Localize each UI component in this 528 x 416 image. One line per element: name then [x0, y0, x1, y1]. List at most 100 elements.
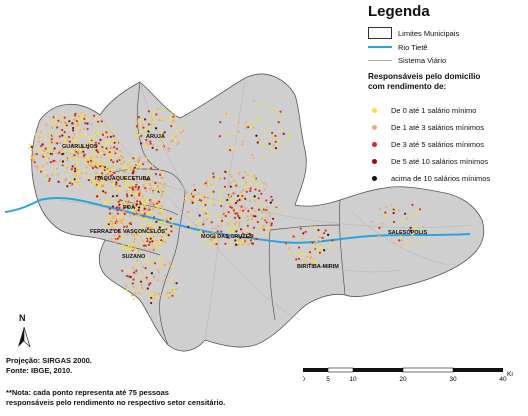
population-dot — [174, 282, 177, 285]
population-dot — [258, 138, 261, 141]
population-dot — [133, 218, 136, 221]
population-dot — [277, 111, 280, 115]
population-dot — [316, 246, 319, 249]
population-dot — [235, 120, 238, 123]
population-dot — [277, 139, 280, 142]
population-dot — [48, 177, 51, 180]
population-dot — [126, 193, 129, 196]
population-dot — [71, 143, 74, 146]
population-dot — [201, 202, 204, 205]
population-dot — [70, 151, 74, 154]
population-dot — [151, 146, 154, 149]
population-dot — [112, 161, 115, 164]
population-dot — [134, 168, 137, 171]
population-dot — [125, 190, 128, 193]
population-dot — [48, 179, 51, 182]
population-dot — [244, 121, 248, 124]
population-dot — [226, 236, 229, 239]
population-dot — [122, 244, 125, 247]
population-dot — [238, 216, 241, 219]
population-dot — [71, 165, 74, 168]
population-dot — [194, 200, 197, 203]
population-dot — [120, 155, 123, 158]
population-dot — [126, 198, 129, 202]
population-dot — [311, 241, 314, 244]
population-dot — [204, 203, 207, 207]
population-dot — [113, 177, 116, 180]
population-dot — [162, 238, 165, 241]
population-dot — [132, 289, 135, 292]
population-dot — [119, 237, 122, 240]
population-dot — [219, 189, 222, 192]
population-dot — [189, 196, 192, 199]
population-dot — [248, 235, 251, 239]
population-dot — [161, 205, 164, 208]
population-dot — [400, 239, 403, 242]
population-dot — [86, 122, 89, 125]
population-dot — [122, 165, 125, 168]
population-dot — [73, 149, 77, 152]
population-dot — [95, 116, 98, 119]
population-dot — [83, 168, 86, 171]
population-dot — [172, 136, 175, 140]
population-dot — [323, 232, 326, 235]
population-dot — [228, 194, 231, 197]
population-dot — [113, 201, 116, 204]
population-dot — [150, 177, 153, 180]
population-dot — [274, 140, 277, 143]
population-dot — [184, 197, 187, 200]
population-dot — [142, 178, 145, 181]
population-dot — [222, 201, 225, 204]
population-dot — [76, 161, 79, 164]
population-dot — [175, 288, 178, 291]
population-dot — [108, 215, 111, 218]
population-dot — [250, 125, 253, 128]
population-dot — [136, 180, 139, 184]
population-dot — [112, 137, 115, 140]
dot-swatch-icon — [372, 175, 377, 181]
population-dot — [121, 269, 124, 272]
population-dot — [74, 137, 77, 140]
population-dot — [164, 274, 167, 277]
population-dot — [244, 185, 247, 189]
population-dot — [218, 200, 221, 203]
population-dot — [249, 239, 252, 242]
population-dot — [122, 160, 125, 163]
population-dot — [135, 249, 138, 252]
population-dot — [159, 179, 162, 182]
population-dot — [160, 133, 163, 136]
population-dot — [166, 291, 169, 295]
population-dot — [267, 126, 270, 129]
population-dot — [61, 112, 64, 115]
population-dot — [207, 234, 210, 237]
population-dot — [270, 222, 273, 225]
population-dot — [197, 231, 200, 235]
population-dot — [95, 149, 98, 152]
population-dot — [160, 195, 163, 198]
population-dot — [321, 236, 324, 239]
population-dot — [189, 192, 192, 195]
population-dot — [119, 149, 122, 152]
population-dot — [84, 112, 87, 115]
population-dot — [148, 283, 151, 286]
population-dot — [266, 217, 269, 220]
population-dot — [85, 158, 88, 161]
population-dot — [90, 181, 93, 184]
population-dot — [128, 183, 131, 186]
population-dot — [63, 141, 67, 144]
population-dot — [216, 177, 219, 181]
population-dot — [57, 180, 60, 183]
population-dot — [36, 166, 39, 169]
population-dot — [160, 212, 163, 215]
population-dot — [152, 144, 155, 147]
population-dot — [135, 203, 139, 206]
population-dot — [89, 159, 93, 162]
population-dot — [33, 147, 36, 150]
population-dot — [255, 221, 258, 224]
population-dot — [55, 132, 58, 135]
population-dot — [244, 126, 247, 129]
population-dot — [179, 131, 183, 134]
population-dot — [160, 235, 163, 238]
population-dot — [102, 170, 105, 173]
